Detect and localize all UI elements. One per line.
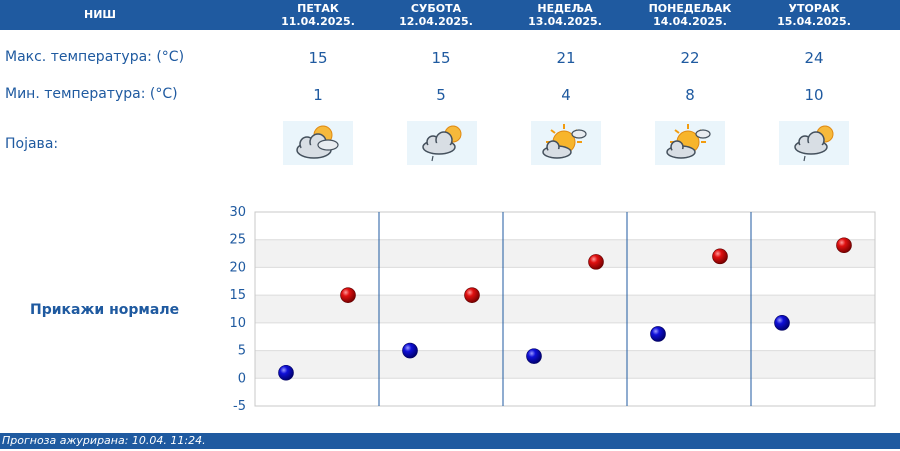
min-temp-value: 8 — [685, 86, 695, 104]
y-tick-label: 0 — [238, 371, 246, 386]
day-name: СУБОТА — [410, 2, 462, 15]
grid-band — [255, 212, 875, 240]
min-temp-value: 1 — [313, 86, 323, 104]
sun-cloud-icon — [531, 121, 601, 165]
y-tick-label: 15 — [229, 288, 246, 303]
show-normals-link[interactable]: Прикажи нормале — [30, 302, 180, 318]
min-temp-value: 10 — [804, 86, 824, 104]
day-name: НЕДЕЉА — [537, 2, 593, 15]
min-temp-marker — [402, 342, 418, 359]
sun-cloud-icon — [655, 121, 725, 165]
day-header-1: ПЕТАК 11.04.2025. — [258, 0, 378, 30]
plot-frame — [254, 211, 876, 407]
min-temp-marker — [278, 364, 294, 381]
day-date: 13.04.2025. — [528, 15, 602, 28]
grid-band — [255, 295, 875, 323]
max-temp-marker — [588, 254, 604, 270]
max-temp-label: Макс. температура: (°C) — [5, 49, 185, 65]
day-name: ПОНЕДЕЉАК — [648, 2, 732, 15]
cloud-sun-drizzle-icon — [779, 121, 849, 165]
min-temp-label: Мин. температура: (°C) — [5, 86, 178, 102]
max-temp-value: 15 — [308, 49, 328, 67]
forecast-updated-text: Прогноза ажурирана: 10.04. 11:24. — [2, 434, 206, 447]
grid-band — [255, 239, 875, 268]
day-date: 15.04.2025. — [777, 15, 851, 28]
day-header-3: НЕДЕЉА 13.04.2025. — [505, 0, 625, 30]
min-temp-marker — [526, 348, 542, 364]
y-tick-label: 30 — [229, 205, 246, 220]
grid-band — [255, 322, 875, 351]
y-tick-label: -5 — [233, 399, 246, 414]
day-date: 12.04.2025. — [399, 15, 473, 28]
grid-band — [255, 378, 875, 406]
cloud-sun-drizzle-icon — [407, 121, 477, 165]
header-bar: НИШ ПЕТАК 11.04.2025. СУБОТА 12.04.2025.… — [0, 0, 900, 30]
phenomenon-label: Појава: — [5, 136, 59, 152]
day-name: ПЕТАК — [297, 2, 339, 15]
min-temp-marker — [774, 315, 790, 331]
max-temp-marker — [836, 237, 852, 254]
day-header-5: УТОРАК 15.04.2025. — [754, 0, 874, 30]
day-header-2: СУБОТА 12.04.2025. — [376, 0, 496, 30]
grid-band — [255, 267, 875, 296]
max-temp-value: 24 — [804, 49, 824, 67]
grid-band — [255, 350, 875, 379]
max-temp-value: 15 — [431, 49, 451, 67]
day-date: 14.04.2025. — [653, 15, 727, 28]
max-temp-marker — [712, 248, 728, 265]
cloudy-sun-icon — [283, 121, 353, 165]
day-name: УТОРАК — [788, 2, 840, 15]
max-temp-marker — [464, 287, 480, 303]
y-tick-label: 25 — [229, 233, 246, 248]
y-tick-label: 10 — [229, 316, 246, 331]
max-temp-value: 22 — [680, 49, 700, 67]
city-name: НИШ — [83, 8, 116, 21]
y-tick-label: 20 — [229, 260, 246, 275]
day-date: 11.04.2025. — [281, 15, 355, 28]
min-temp-marker — [650, 326, 666, 342]
max-temp-marker — [340, 287, 356, 303]
day-header-4: ПОНЕДЕЉАК 14.04.2025. — [630, 0, 750, 30]
min-temp-value: 4 — [561, 86, 571, 104]
min-temp-value: 5 — [436, 86, 446, 104]
footer-bar: Прогноза ажурирана: 10.04. 11:24. — [0, 433, 900, 449]
y-tick-label: 5 — [238, 344, 246, 359]
max-temp-value: 21 — [556, 49, 576, 67]
